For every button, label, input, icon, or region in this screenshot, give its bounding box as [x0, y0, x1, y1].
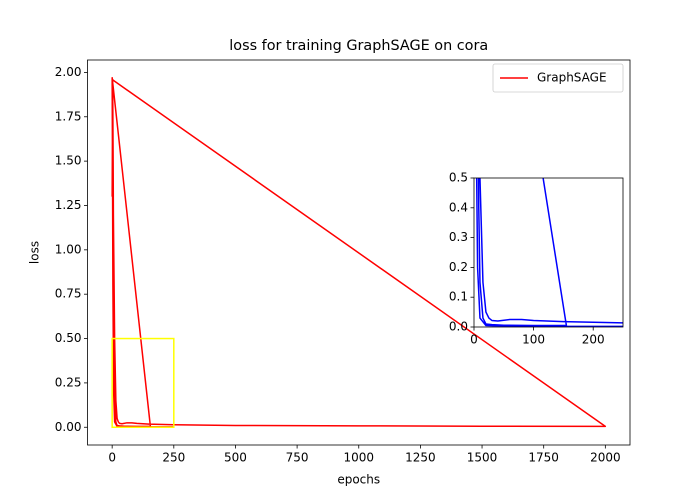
y-tick-label: 1.25	[55, 198, 82, 212]
y-tick-label: 1.75	[55, 109, 82, 123]
x-tick-label: 1250	[405, 451, 436, 465]
inset: 0 100 200 0.0 0.1 0.2 0.3 0.4 0.5	[449, 171, 623, 347]
axes-frame	[87, 59, 631, 446]
legend: GraphSAGE	[492, 63, 624, 93]
legend-label: GraphSAGE	[537, 71, 607, 85]
y-tick-label: 0.0	[449, 320, 468, 334]
y-tick-label: 0.50	[55, 331, 82, 345]
y-tick-label: 0.4	[449, 200, 468, 214]
y-tick-label: 0.5	[449, 171, 468, 185]
series-line	[475, 178, 623, 327]
y-axis-label: loss	[28, 241, 42, 264]
y-tick-label: 1.50	[55, 154, 82, 168]
y-tick-label: 0.3	[449, 230, 468, 244]
zoom-box	[111, 337, 175, 429]
inset-background	[474, 178, 623, 327]
inset-frame	[473, 177, 624, 328]
x-tick-label: 1750	[528, 451, 559, 465]
series-line	[111, 76, 607, 428]
x-tick-label: 200	[582, 333, 605, 347]
y-tick-label: 0.25	[55, 375, 82, 389]
x-tick-label: 750	[286, 451, 309, 465]
plot-area: 0 250 500 750 1000 1250 1500 1750 20000.000.250.…	[55, 65, 621, 465]
x-tick-label: 100	[522, 333, 545, 347]
x-tick-label: 0	[470, 333, 478, 347]
x-tick-label: 1000	[343, 451, 374, 465]
y-tick-label: 0.2	[449, 260, 468, 274]
y-tick-label: 0.00	[55, 420, 82, 434]
y-tick-label: 1.00	[55, 242, 82, 256]
y-tick-label: 0.75	[55, 287, 82, 301]
y-tick-label: 2.00	[55, 65, 82, 79]
x-tick-label: 250	[162, 451, 185, 465]
x-axis-label: epochs	[337, 473, 380, 487]
chart-title: loss for training GraphSAGE on cora	[229, 38, 488, 54]
x-tick-label: 2000	[590, 451, 621, 465]
x-tick-label: 500	[224, 451, 247, 465]
legend-box	[492, 63, 624, 93]
y-tick-label: 0.1	[449, 290, 468, 304]
x-tick-label: 1500	[467, 451, 498, 465]
x-tick-label: 0	[108, 451, 116, 465]
